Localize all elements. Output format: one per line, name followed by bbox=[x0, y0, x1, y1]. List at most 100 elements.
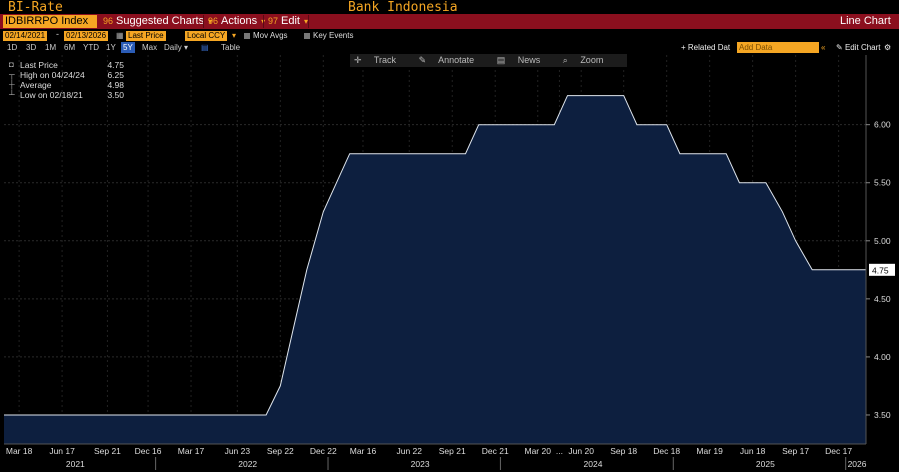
plus-icon: + bbox=[681, 43, 686, 52]
x-tick-label: Mar 20 bbox=[524, 446, 551, 456]
range-6m[interactable]: 6M bbox=[64, 43, 76, 52]
y-tick-label: 5.00 bbox=[874, 236, 891, 246]
x-tick-label: Mar 17 bbox=[178, 446, 205, 456]
x-tick-label: Jun 20 bbox=[568, 446, 594, 456]
tool-track[interactable]: ✛ Track bbox=[354, 55, 397, 65]
average-icon: ┼ bbox=[9, 80, 15, 89]
year-label: 2023 bbox=[411, 459, 430, 469]
chart-title: Bank Indonesia bbox=[348, 0, 458, 15]
chart-type-label[interactable]: Line Chart bbox=[840, 15, 891, 27]
year-label: 2026 bbox=[848, 459, 867, 469]
chevron-left-icon[interactable]: « bbox=[821, 43, 826, 52]
legend-item: ◘ Last Price 4.75 bbox=[9, 60, 124, 70]
x-tick-label: Sep 21 bbox=[94, 446, 121, 456]
x-tick-label: Sep 18 bbox=[610, 446, 637, 456]
ticker-field[interactable]: IDBIRRPO Index bbox=[3, 15, 97, 28]
checkbox-icon bbox=[244, 32, 250, 39]
year-label: 2021 bbox=[66, 459, 85, 469]
range-1m[interactable]: 1M bbox=[45, 43, 57, 52]
low-icon: ┴ bbox=[9, 90, 15, 99]
range-bar bbox=[0, 42, 899, 53]
gear-icon[interactable]: ⚙ bbox=[884, 43, 892, 52]
x-tick-label: Sep 21 bbox=[439, 446, 466, 456]
menu-bar bbox=[0, 14, 899, 29]
security-title: BI-Rate bbox=[8, 0, 63, 15]
related-data-button[interactable]: + Related Dat bbox=[681, 43, 731, 52]
last-value-tag bbox=[869, 263, 895, 276]
price-field-select[interactable]: Last Price bbox=[126, 31, 166, 41]
currency-select[interactable]: Local CCY bbox=[185, 31, 228, 41]
legend-item: ┼ Average 4.98 bbox=[9, 80, 124, 90]
x-tick-label: Jun 18 bbox=[740, 446, 766, 456]
series-area bbox=[4, 95, 866, 444]
date-dash: - bbox=[56, 29, 59, 39]
chart-area[interactable]: 3.50 4.00 4.50 5.00 5.50 6.00 4.75 Mar 18 Jun 17… bbox=[0, 53, 899, 472]
range-5y[interactable]: 5Y bbox=[121, 42, 135, 53]
x-tick-label: Dec 21 bbox=[482, 446, 509, 456]
x-tick-label: ... bbox=[556, 446, 563, 456]
dropdown-arrow-icon: ▾ bbox=[208, 17, 213, 26]
range-max[interactable]: Max bbox=[142, 43, 158, 52]
series-line bbox=[4, 95, 866, 416]
year-label: 2022 bbox=[238, 459, 257, 469]
news-icon: ▤ bbox=[496, 55, 506, 65]
suggested-charts-menu[interactable]: 96 Suggested Charts ▾ bbox=[103, 15, 213, 27]
chart-tools: ✛ Track ✎ Annotate ▤ News ⌕ Zoom bbox=[350, 54, 628, 67]
y-tick-label: 5.50 bbox=[874, 178, 891, 188]
title-bar: BI-Rate Bank Indonesia bbox=[0, 0, 899, 15]
tool-annotate[interactable]: ✎ Annotate bbox=[418, 55, 475, 65]
edit-chart-button[interactable]: ✎ Edit Chart bbox=[836, 43, 881, 52]
legend-item: ┴ Low on 02/18/21 3.50 bbox=[9, 90, 124, 100]
checkbox-icon bbox=[304, 32, 310, 39]
range-ytd[interactable]: YTD bbox=[83, 43, 99, 52]
x-tick-label: Dec 18 bbox=[653, 446, 680, 456]
tool-news[interactable]: ▤ News bbox=[496, 55, 541, 65]
start-date-field[interactable]: 02/14/2021 bbox=[3, 31, 48, 41]
legend-item: ┬ High on 04/24/24 6.25 bbox=[9, 70, 124, 80]
table-button[interactable]: Table bbox=[221, 43, 241, 52]
pencil-icon: ✎ bbox=[418, 55, 427, 65]
x-tick-label: Mar 19 bbox=[696, 446, 723, 456]
year-label: 2025 bbox=[756, 459, 775, 469]
pencil-icon: ✎ bbox=[836, 43, 843, 52]
x-tick-label: Sep 22 bbox=[267, 446, 294, 456]
dropdown-arrow-icon: ▾ bbox=[184, 43, 189, 52]
x-tick-label: Mar 16 bbox=[350, 446, 377, 456]
x-tick-label: Dec 17 bbox=[825, 446, 852, 456]
x-tick-label: Jun 22 bbox=[396, 446, 422, 456]
table-icon[interactable]: ▤ bbox=[201, 43, 209, 52]
legend: ◘ Last Price 4.75 ┬ High on 04/24/24 6.25 ┼ A… bbox=[6, 60, 124, 100]
frequency-select[interactable]: Daily ▾ bbox=[164, 43, 189, 52]
menu-separator bbox=[308, 15, 309, 28]
options-bar bbox=[0, 30, 899, 41]
end-date-field[interactable]: 02/13/2026 bbox=[64, 31, 109, 41]
crosshair-icon: ✛ bbox=[354, 55, 362, 65]
x-tick-label: Jun 17 bbox=[49, 446, 75, 456]
y-tick-label: 4.50 bbox=[874, 294, 891, 304]
range-3d[interactable]: 3D bbox=[26, 43, 37, 52]
edit-menu[interactable]: 97 Edit ▾ bbox=[268, 15, 308, 27]
x-tick-label: Dec 16 bbox=[135, 446, 162, 456]
key-events-toggle[interactable]: Key Events bbox=[304, 31, 353, 41]
x-tick-label: Sep 17 bbox=[782, 446, 809, 456]
currency-dropdown-icon[interactable]: ▾ bbox=[232, 31, 237, 40]
calendar-icon[interactable]: ▦ bbox=[116, 31, 124, 40]
dropdown-arrow-icon: ▾ bbox=[303, 17, 308, 26]
menu-separator bbox=[263, 15, 264, 28]
menu-separator bbox=[203, 15, 204, 28]
square-icon: ◘ bbox=[9, 60, 14, 69]
mov-avgs-toggle[interactable]: Mov Avgs bbox=[244, 31, 288, 41]
tool-zoom[interactable]: ⌕ Zoom bbox=[562, 55, 604, 65]
x-tick-label: Mar 18 bbox=[6, 446, 33, 456]
y-tick-label: 6.00 bbox=[874, 120, 891, 130]
add-data-input[interactable]: Add Data bbox=[737, 42, 819, 53]
high-icon: ┬ bbox=[9, 70, 15, 79]
last-value-label: 4.75 bbox=[872, 265, 889, 275]
y-tick-label: 3.50 bbox=[874, 410, 891, 420]
x-tick-label: Dec 22 bbox=[310, 446, 337, 456]
range-1y[interactable]: 1Y bbox=[106, 43, 116, 52]
x-tick-label: Jun 23 bbox=[225, 446, 251, 456]
range-1d[interactable]: 1D bbox=[7, 43, 18, 52]
year-label: 2024 bbox=[584, 459, 603, 469]
